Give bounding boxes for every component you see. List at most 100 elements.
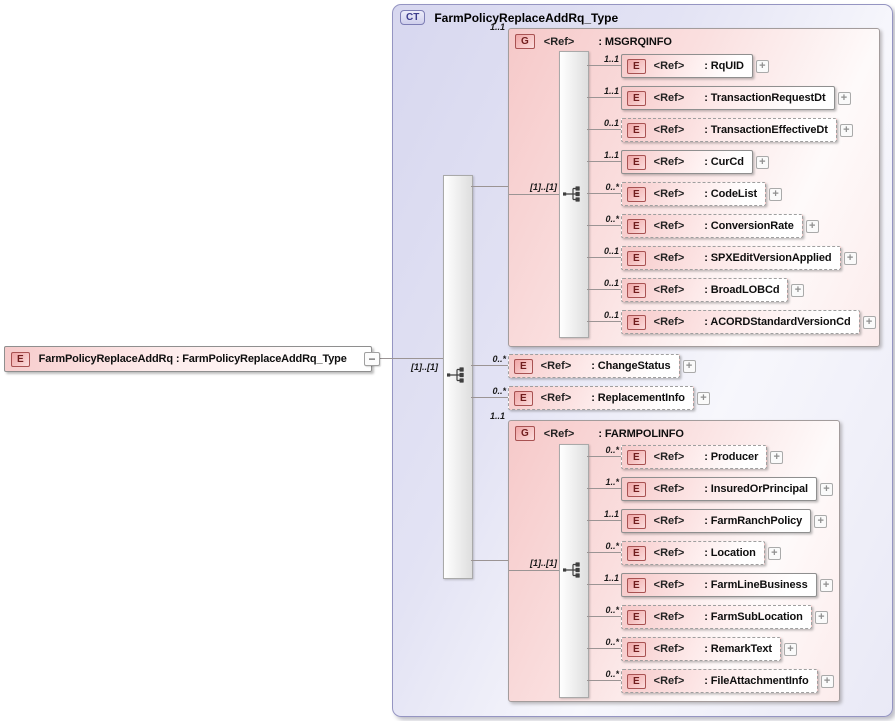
group-header-msgrqinfo: G <Ref> : MSGRQINFO (515, 34, 672, 49)
element-name: : InsuredOrPrincipal (704, 483, 808, 495)
element-badge: E (627, 250, 646, 266)
element-box-change-status[interactable]: E <Ref> : ChangeStatus (508, 354, 680, 378)
expand-icon[interactable]: + (755, 59, 769, 73)
expand-icon[interactable]: + (791, 283, 805, 297)
collapse-icon[interactable]: − (364, 352, 380, 366)
expand-icon[interactable]: + (682, 359, 696, 373)
ref-label: <Ref> (543, 427, 575, 440)
element-row: 1..1 E <Ref> : FarmLineBusiness + (587, 573, 833, 597)
group-box-farmpolinfo[interactable]: G <Ref> : FARMPOLINFO [1]..[1] 0..* E <R… (508, 420, 840, 702)
connector-line (471, 186, 508, 187)
element-box-location[interactable]: E <Ref> : Location (621, 541, 765, 565)
expand-icon[interactable]: + (862, 315, 876, 329)
cardinality-label: 1..1 (603, 54, 619, 64)
cardinality-label: [1]..[1] (530, 558, 557, 568)
ref-label: <Ref> (653, 60, 685, 72)
sequence-icon[interactable] (563, 186, 583, 202)
connector: 1..1 (587, 86, 621, 110)
group-box-msgrqinfo[interactable]: G <Ref> : MSGRQINFO [1]..[1] 1..1 E <Ref… (508, 28, 880, 347)
element-name: : CodeList (704, 188, 758, 200)
cardinality-label: 1..1 (603, 86, 619, 96)
element-box-remark-text[interactable]: E <Ref> : RemarkText (621, 637, 781, 661)
ref-label: <Ref> (653, 188, 685, 200)
element-box-acord-standard-version-cd[interactable]: E <Ref> : ACORDStandardVersionCd (621, 310, 860, 334)
sequence-icon[interactable] (563, 562, 583, 578)
connector: 0..* (587, 445, 621, 469)
expand-icon[interactable]: + (767, 546, 781, 560)
cardinality-label: [1]..[1] (411, 362, 438, 372)
element-box-producer[interactable]: E <Ref> : Producer (621, 445, 768, 469)
element-box-file-attachment-info[interactable]: E <Ref> : FileAttachmentInfo (621, 669, 818, 693)
expand-icon[interactable]: + (843, 251, 857, 265)
element-row: 0..1 E <Ref> : TransactionEffectiveDt + (587, 118, 853, 142)
cardinality-label: 0..* (605, 182, 619, 192)
expand-icon[interactable]: + (805, 219, 819, 233)
expand-icon[interactable]: + (837, 91, 851, 105)
expand-icon[interactable]: + (839, 123, 853, 137)
expand-icon[interactable]: + (783, 642, 797, 656)
element-name: : SPXEditVersionApplied (704, 252, 832, 264)
element-row: 0..1 E <Ref> : SPXEditVersionApplied + (587, 246, 857, 270)
expand-icon[interactable]: + (814, 514, 828, 528)
element-badge: E (627, 122, 646, 138)
connector-line (509, 194, 559, 195)
expand-icon[interactable]: + (820, 674, 834, 688)
root-element-box[interactable]: E FarmPolicyReplaceAddRq : FarmPolicyRep… (4, 346, 372, 372)
element-badge: E (627, 154, 646, 170)
expand-icon[interactable]: + (770, 450, 784, 464)
element-box-broad-lob-cd[interactable]: E <Ref> : BroadLOBCd (621, 278, 789, 302)
element-box-conversion-rate[interactable]: E <Ref> : ConversionRate (621, 214, 803, 238)
expand-icon[interactable]: + (820, 482, 833, 496)
element-name: : FarmLineBusiness (704, 579, 808, 591)
ref-label: <Ref> (540, 360, 572, 372)
element-badge: E (627, 545, 646, 561)
cardinality-label: 1..1 (489, 411, 505, 421)
complex-type-badge: CT (400, 10, 426, 25)
cardinality-label: 1..1 (603, 509, 619, 519)
connector: 0..* (587, 541, 621, 565)
element-box-transaction-effective-dt[interactable]: E <Ref> : TransactionEffectiveDt (621, 118, 837, 142)
element-row: 1..1 E <Ref> : CurCd + (587, 150, 769, 174)
element-row: 0..* E <Ref> : FileAttachmentInfo + (587, 669, 834, 693)
element-row: 0..* E <Ref> : Location + (587, 541, 781, 565)
cardinality-label: 1..1 (489, 22, 505, 32)
element-name: : FarmSubLocation (704, 611, 803, 623)
ref-label: <Ref> (540, 392, 572, 404)
element-name: : ReplacementInfo (591, 392, 685, 404)
element-box-farm-line-business[interactable]: E <Ref> : FarmLineBusiness (621, 573, 817, 597)
connector: 0..1 (587, 310, 621, 334)
sequence-icon[interactable] (447, 367, 467, 383)
element-row: 1..1 E <Ref> : RqUID + (587, 54, 769, 78)
root-element-label: FarmPolicyReplaceAddRq : FarmPolicyRepla… (38, 353, 347, 365)
expand-icon[interactable]: + (769, 187, 783, 201)
element-name: : RqUID (704, 60, 744, 72)
expand-icon[interactable]: + (755, 155, 769, 169)
expand-icon[interactable]: + (819, 578, 833, 592)
element-box-spx-edit-version-applied[interactable]: E <Ref> : SPXEditVersionApplied (621, 246, 841, 270)
connector-line (471, 560, 508, 561)
element-box-rquid[interactable]: E <Ref> : RqUID (621, 54, 753, 78)
element-box-replacement-info[interactable]: E <Ref> : ReplacementInfo (508, 386, 694, 410)
element-box-curcd[interactable]: E <Ref> : CurCd (621, 150, 753, 174)
element-badge: E (627, 314, 646, 330)
element-box-codelist[interactable]: E <Ref> : CodeList (621, 182, 767, 206)
element-badge: E (627, 186, 646, 202)
element-box-farm-ranch-policy[interactable]: E <Ref> : FarmRanchPolicy (621, 509, 812, 533)
connector: 0..1 (587, 118, 621, 142)
cardinality-label: 0..* (605, 605, 619, 615)
expand-icon[interactable]: + (814, 610, 828, 624)
element-badge: E (627, 577, 646, 593)
element-name: : CurCd (704, 156, 744, 168)
element-name: : TransactionEffectiveDt (704, 124, 828, 136)
element-badge: E (627, 673, 646, 689)
element-name: : ACORDStandardVersionCd (704, 316, 851, 328)
expand-icon[interactable]: + (696, 391, 710, 405)
connector: 1..* (587, 477, 621, 501)
element-row: 1..1 E <Ref> : FarmRanchPolicy + (587, 509, 828, 533)
cardinality-label: 0..* (492, 354, 506, 364)
element-badge: E (627, 282, 646, 298)
element-box-insured-or-principal[interactable]: E <Ref> : InsuredOrPrincipal (621, 477, 817, 501)
element-box-farm-sub-location[interactable]: E <Ref> : FarmSubLocation (621, 605, 812, 629)
element-box-transaction-request-dt[interactable]: E <Ref> : TransactionRequestDt (621, 86, 835, 110)
